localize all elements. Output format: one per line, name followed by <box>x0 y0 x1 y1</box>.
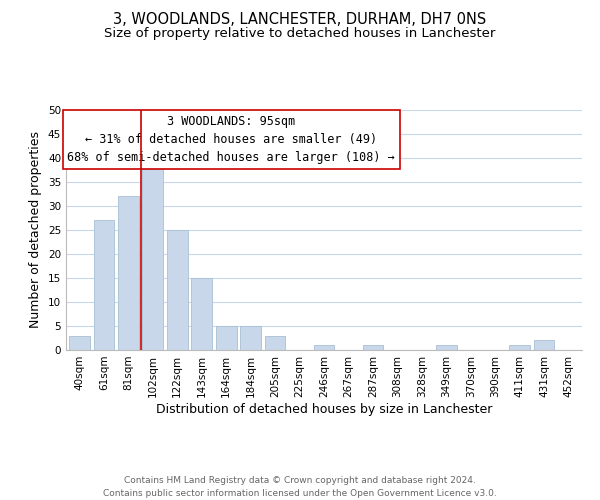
Bar <box>69 336 90 350</box>
Text: 3, WOODLANDS, LANCHESTER, DURHAM, DH7 0NS: 3, WOODLANDS, LANCHESTER, DURHAM, DH7 0N… <box>113 12 487 28</box>
Bar <box>362 345 383 350</box>
Text: 3 WOODLANDS: 95sqm
← 31% of detached houses are smaller (49)
68% of semi-detache: 3 WOODLANDS: 95sqm ← 31% of detached hou… <box>67 115 395 164</box>
Bar <box>240 326 261 350</box>
Bar <box>167 230 188 350</box>
Bar <box>191 278 212 350</box>
Bar <box>118 196 139 350</box>
Bar <box>436 345 457 350</box>
Text: Contains HM Land Registry data © Crown copyright and database right 2024.
Contai: Contains HM Land Registry data © Crown c… <box>103 476 497 498</box>
Bar <box>94 220 114 350</box>
X-axis label: Distribution of detached houses by size in Lanchester: Distribution of detached houses by size … <box>156 402 492 415</box>
Bar <box>509 345 530 350</box>
Bar <box>265 336 286 350</box>
Bar <box>314 345 334 350</box>
Bar <box>216 326 236 350</box>
Bar <box>142 168 163 350</box>
Bar <box>534 340 554 350</box>
Text: Size of property relative to detached houses in Lanchester: Size of property relative to detached ho… <box>104 28 496 40</box>
Y-axis label: Number of detached properties: Number of detached properties <box>29 132 43 328</box>
